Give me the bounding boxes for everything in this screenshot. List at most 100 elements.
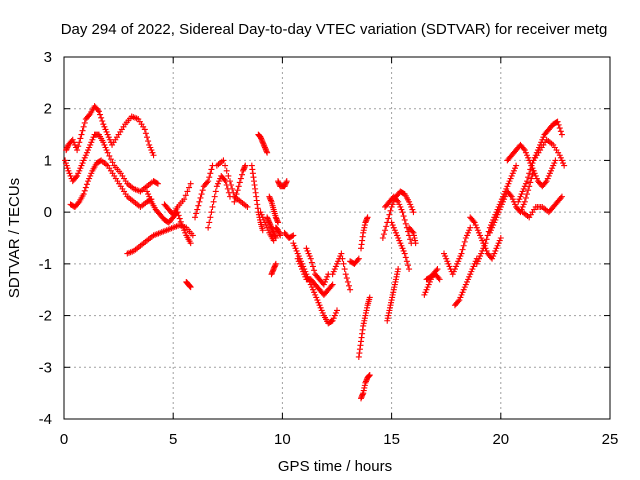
data-point [470,218,477,225]
data-point [98,114,105,121]
data-point [295,253,302,260]
data-point [504,183,511,190]
data-point [354,256,361,263]
data-point [446,263,453,270]
data-point [400,213,407,220]
data-point [309,263,316,270]
data-point [521,198,528,205]
data-point [95,108,102,115]
data-point [556,125,563,132]
data-point [481,242,488,249]
data-point [97,158,104,165]
data-point [490,253,497,260]
data-point [334,307,340,314]
data-point [299,266,306,273]
data-point [86,144,93,151]
data-point [272,260,279,267]
data-point [311,289,318,296]
data-point [390,224,397,231]
data-point [329,317,336,324]
data-point [467,271,474,278]
data-point [389,222,396,229]
data-point [187,240,194,247]
data-point [225,172,232,179]
data-point [87,141,94,148]
data-point [102,126,109,133]
data-point [558,157,565,164]
y-tick-label: 3 [44,49,52,66]
data-point [366,372,373,379]
data-point [518,191,525,198]
data-point [213,183,220,190]
data-point [474,227,481,234]
data-point [75,200,82,207]
data-point [141,126,148,133]
data-point [63,162,70,169]
data-point [528,175,535,182]
data-point [82,152,89,159]
data-point [434,266,441,273]
data-point [85,147,92,154]
data-point [407,201,414,208]
data-point [522,149,529,156]
data-point [445,260,452,267]
data-point [422,289,429,296]
data-point [338,250,345,257]
data-point [340,260,347,267]
data-point [198,191,205,198]
data-point [324,273,331,280]
data-point [145,138,152,145]
data-point [477,253,484,260]
data-point [492,216,499,223]
data-point [389,201,396,208]
data-point [399,245,406,252]
data-point [489,224,496,231]
y-tick-label: -2 [39,308,52,325]
data-point [73,174,80,181]
data-point [205,224,212,231]
data-point [222,162,229,169]
data-point [205,178,212,185]
data-point [220,157,227,164]
data-point [80,157,87,164]
data-point [482,240,489,247]
data-point [409,206,416,213]
data-point [477,232,484,239]
data-point [226,178,233,185]
data-point [557,128,564,135]
data-point [153,180,160,187]
data-point [408,203,415,210]
data-point [97,111,104,118]
data-point [524,191,531,198]
data-point [456,255,463,262]
data-point [516,196,523,203]
data-point [499,198,506,205]
data-point [100,121,107,128]
data-point [221,176,228,183]
data-point [223,167,230,174]
y-tick-label: -4 [39,411,52,428]
data-point [394,197,401,204]
data-point [486,229,493,236]
data-point [149,149,156,156]
data-point [264,149,271,156]
data-point [77,165,84,172]
data-point [194,206,201,213]
y-tick-label: 2 [44,101,52,118]
data-point [524,178,531,185]
data-point [552,157,559,164]
data-point [328,318,335,325]
data-point [385,215,392,222]
data-point [105,134,112,141]
data-point [436,276,443,283]
data-point [175,212,182,219]
data-point [463,278,470,285]
data-point [81,119,88,126]
data-point [506,178,513,185]
data-point [435,275,442,282]
data-point [339,255,346,262]
data-point [329,281,336,288]
data-point [318,307,325,314]
data-point [453,263,460,270]
